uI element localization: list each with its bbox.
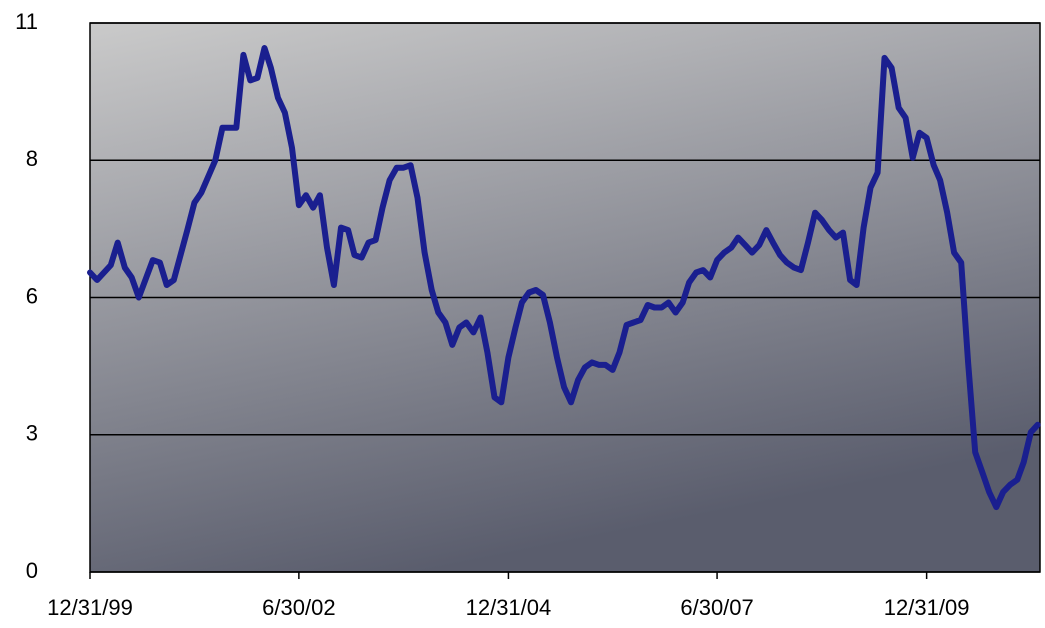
x-tick-label: 6/30/07 [680,595,753,620]
y-tick-label: 3 [26,421,38,446]
y-tick-label: 6 [26,283,38,308]
x-tick-label: 6/30/02 [262,595,335,620]
data-line [87,45,1041,511]
x-tick-label: 12/31/04 [466,595,552,620]
x-tick-label: 12/31/99 [47,595,133,620]
y-tick-label: 8 [26,146,38,171]
y-tick-label: 11 [15,9,38,34]
x-tick-label: 12/31/09 [884,595,970,620]
y-tick-label: 0 [26,558,38,583]
